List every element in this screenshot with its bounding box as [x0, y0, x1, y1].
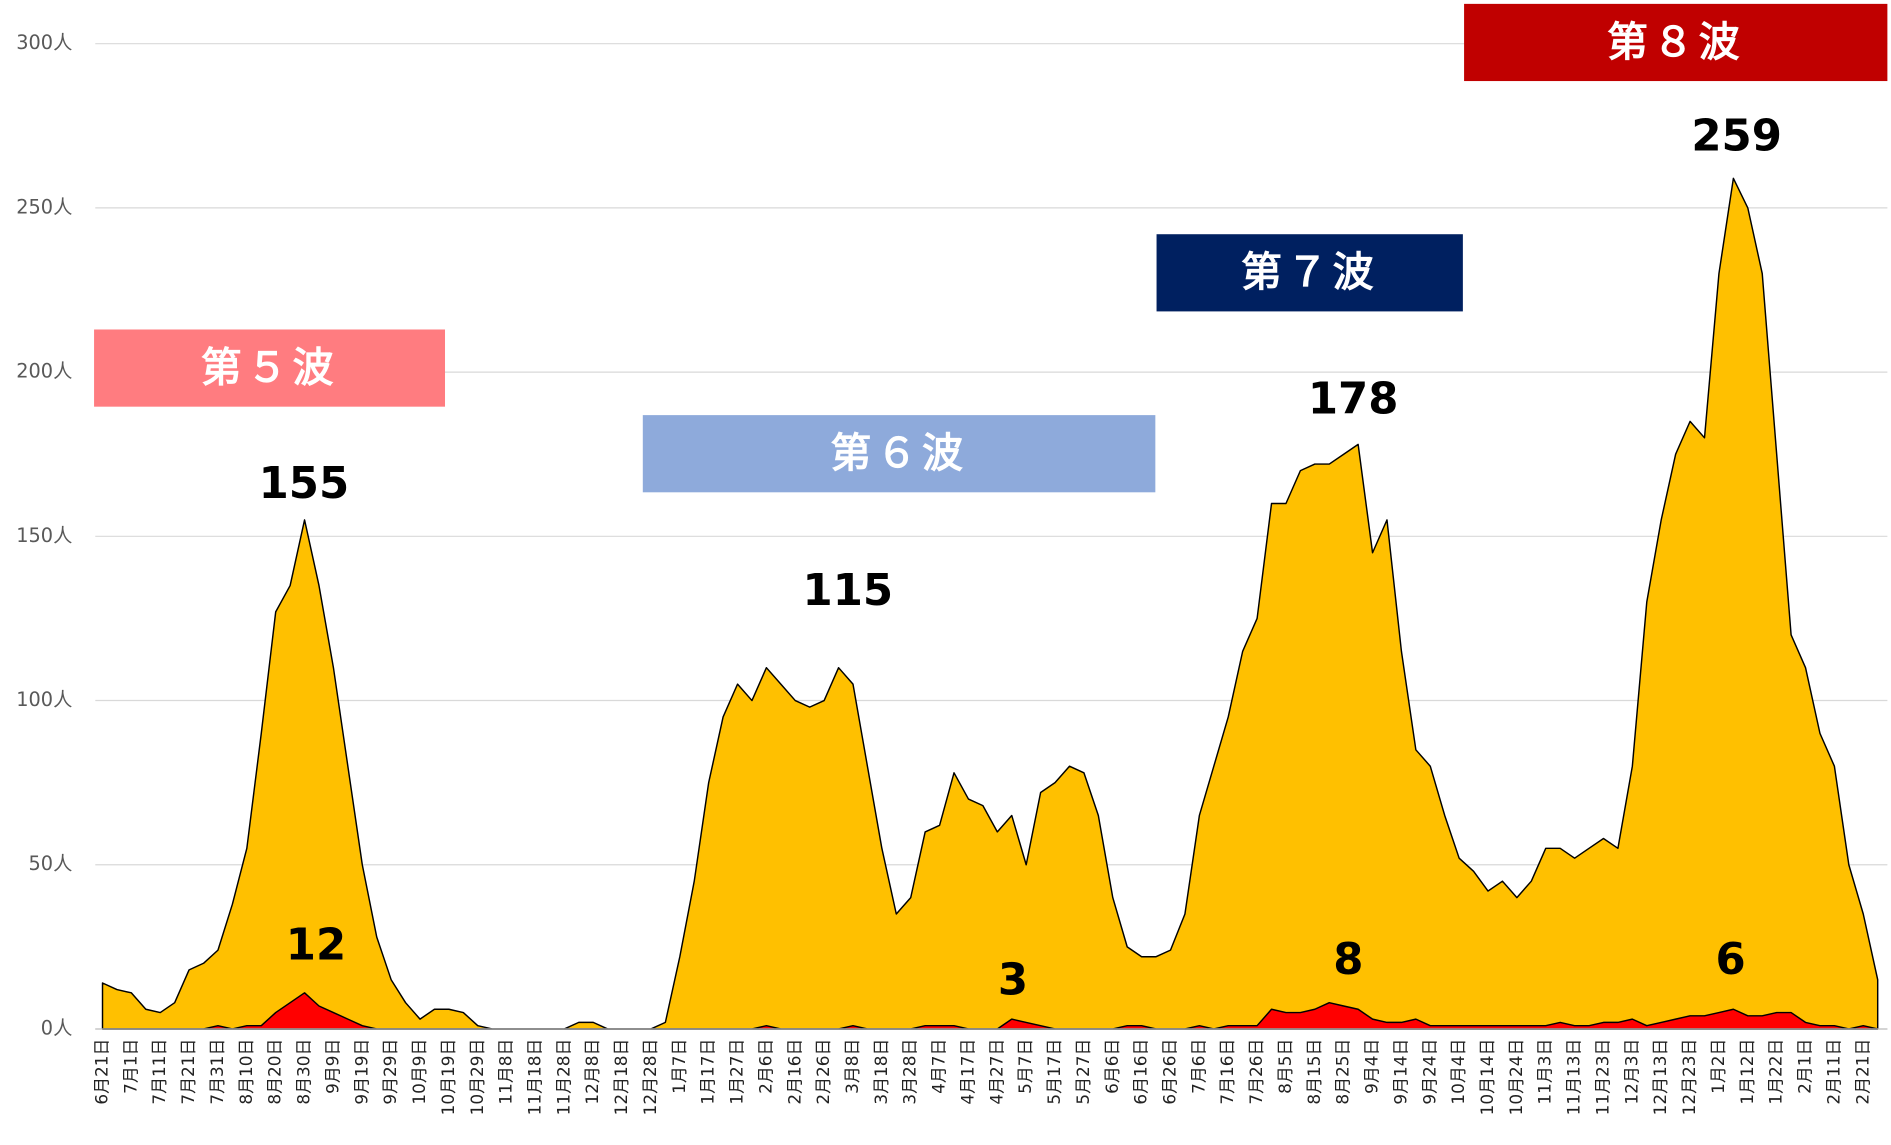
x-tick-label: 2月21日	[1852, 1039, 1872, 1105]
x-tick-label: 6月6日	[1102, 1039, 1122, 1094]
x-tick-label: 7月1日	[120, 1039, 140, 1094]
x-tick-label: 10月14日	[1477, 1039, 1497, 1116]
annotation: 12	[286, 921, 346, 971]
x-tick-label: 4月17日	[957, 1039, 977, 1105]
x-tick-label: 11月18日	[524, 1039, 544, 1116]
y-tick-label: 0人	[41, 1016, 73, 1039]
x-tick-label: 7月21日	[178, 1039, 198, 1105]
x-tick-label: 12月13日	[1650, 1039, 1670, 1116]
annotation: 178	[1308, 374, 1399, 424]
wave-box	[1156, 234, 1463, 312]
annotation: 8	[1333, 935, 1363, 985]
x-tick-label: 8月25日	[1333, 1039, 1353, 1105]
x-tick-label: 5月27日	[1073, 1039, 1093, 1105]
x-tick-label: 8月15日	[1304, 1039, 1324, 1105]
x-tick-label: 12月28日	[640, 1039, 660, 1116]
x-tick-label: 9月24日	[1419, 1039, 1439, 1105]
x-tick-label: 12月3日	[1621, 1039, 1641, 1105]
y-tick-label: 150人	[16, 524, 72, 547]
x-tick-label: 1月17日	[698, 1039, 718, 1105]
wave-label: 第６波	[830, 429, 967, 477]
x-tick-label: 7月6日	[1188, 1039, 1208, 1094]
annotation: 6	[1716, 935, 1746, 985]
x-tick-label: 5月7日	[1015, 1039, 1035, 1094]
wave-label: 第５波	[201, 343, 338, 391]
x-tick-label: 7月11日	[149, 1039, 169, 1105]
wave-box	[1464, 3, 1888, 82]
x-tick-label: 11月28日	[553, 1039, 573, 1116]
x-tick-label: 12月8日	[582, 1039, 602, 1105]
x-tick-label: 11月13日	[1564, 1039, 1584, 1116]
x-tick-label: 9月19日	[351, 1039, 371, 1105]
x-tick-label: 6月21日	[92, 1039, 112, 1105]
x-tick-label: 8月30日	[294, 1039, 314, 1105]
x-tick-label: 3月28日	[900, 1039, 920, 1105]
x-tick-label: 5月17日	[1044, 1039, 1064, 1105]
x-tick-label: 9月14日	[1390, 1039, 1410, 1105]
x-tick-label: 4月27日	[986, 1039, 1006, 1105]
annotation: 155	[259, 459, 350, 509]
x-tick-label: 10月9日	[409, 1039, 429, 1105]
y-tick-label: 250人	[16, 195, 72, 218]
x-tick-label: 3月18日	[871, 1039, 891, 1105]
x-tick-label: 4月7日	[929, 1039, 949, 1094]
area	[101, 177, 1879, 1030]
x-tick-label: 10月4日	[1448, 1039, 1468, 1105]
x-tick-label: 2月6日	[755, 1039, 775, 1094]
wave-label: 第８波	[1607, 18, 1744, 66]
x-tick-label: 11月23日	[1592, 1039, 1612, 1116]
x-tick-label: 1月22日	[1766, 1039, 1786, 1105]
x-tick-label: 7月31日	[207, 1039, 227, 1105]
x-tick-label: 1月27日	[727, 1039, 747, 1105]
x-tick-label: 10月19日	[438, 1039, 458, 1116]
x-tick-label: 2月26日	[813, 1039, 833, 1105]
x-tick-label: 7月26日	[1246, 1039, 1266, 1105]
x-tick-label: 9月9日	[322, 1039, 342, 1094]
x-tick-label: 10月24日	[1506, 1039, 1526, 1116]
y-tick-label: 200人	[16, 360, 72, 383]
x-tick-label: 8月20日	[265, 1039, 285, 1105]
x-tick-label: 2月1日	[1795, 1039, 1815, 1094]
x-tick-label: 2月11日	[1823, 1039, 1843, 1105]
x-tick-label: 1月7日	[669, 1039, 689, 1094]
x-tick-label: 6月16日	[1131, 1039, 1151, 1105]
x-tick-label: 7月16日	[1217, 1039, 1237, 1105]
wave-label: 第７波	[1241, 248, 1378, 296]
x-tick-label: 8月5日	[1275, 1039, 1295, 1094]
y-tick-label: 300人	[16, 31, 72, 54]
x-tick-label: 9月4日	[1362, 1039, 1382, 1094]
x-tick-label: 9月29日	[380, 1039, 400, 1105]
x-tick-label: 1月2日	[1708, 1039, 1728, 1094]
y-tick-label: 100人	[16, 688, 72, 711]
x-tick-label: 11月3日	[1535, 1039, 1555, 1105]
annotation: 115	[803, 566, 894, 616]
x-tick-label: 10月29日	[467, 1039, 487, 1116]
annotation: 3	[998, 956, 1028, 1006]
x-tick-label: 3月8日	[842, 1039, 862, 1094]
x-tick-label: 8月10日	[236, 1039, 256, 1105]
wave-box	[642, 415, 1156, 493]
x-tick-label: 12月18日	[611, 1039, 631, 1116]
x-tick-label: 1月12日	[1737, 1039, 1757, 1105]
x-tick-label: 6月26日	[1160, 1039, 1180, 1105]
x-tick-label: 2月16日	[784, 1039, 804, 1105]
x-tick-label: 12月23日	[1679, 1039, 1699, 1116]
wave-box	[94, 329, 446, 407]
y-tick-label: 50人	[29, 852, 73, 875]
annotation: 259	[1691, 111, 1782, 161]
x-tick-label: 11月8日	[496, 1039, 516, 1105]
